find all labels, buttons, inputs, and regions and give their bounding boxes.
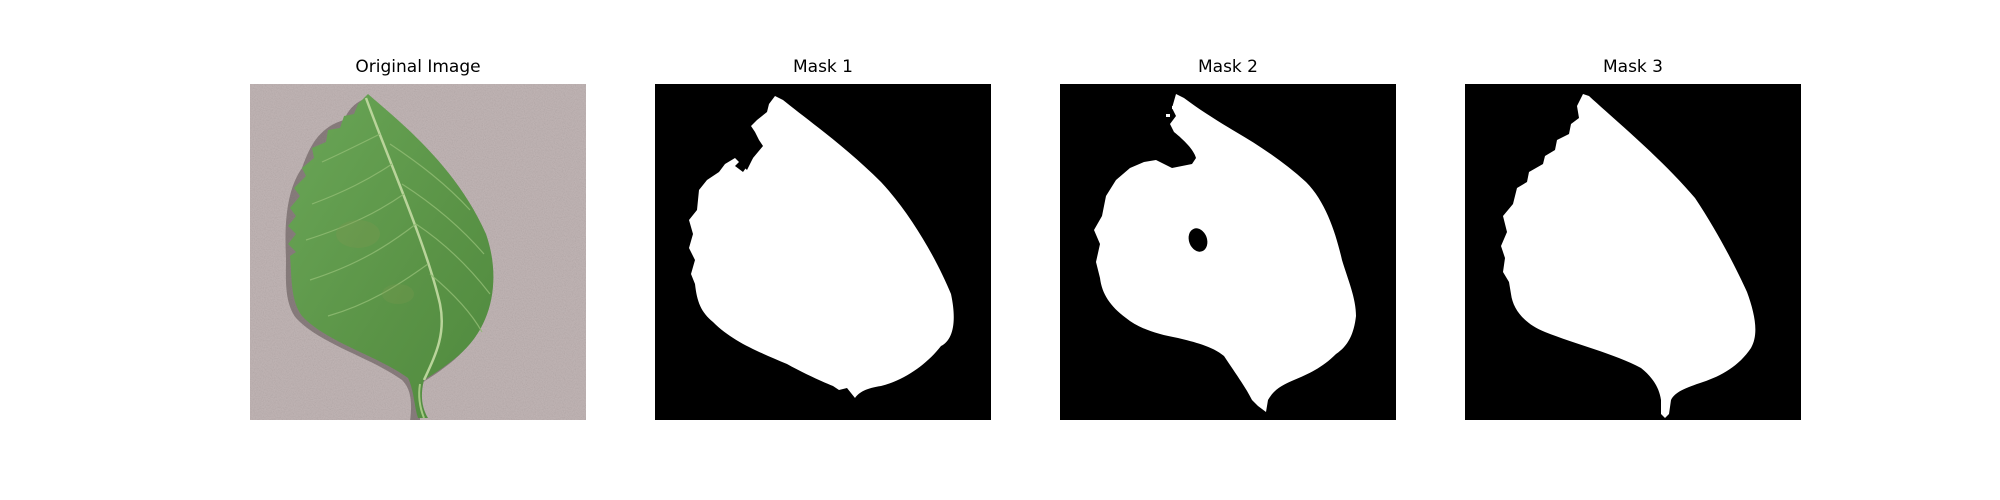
mask-hole [1188,228,1208,252]
mask-2-panel [1060,84,1396,420]
mask-3-panel [1465,84,1801,420]
mask-region [689,96,954,398]
mask-speckle [1166,114,1170,117]
panel-title-mask-1: Mask 1 [792,57,853,77]
leaf-stem [418,383,425,419]
mask-region [1094,94,1356,412]
leaf-photo [250,84,586,420]
mask-1-image [655,84,991,420]
mask-notch [735,154,753,172]
mask-2-image [1060,84,1396,420]
mask-3-image [1465,84,1801,420]
original-image-panel [250,84,586,420]
leaf-veins [305,133,491,333]
panel-title-mask-2: Mask 2 [1197,57,1258,77]
mask-notch [1154,134,1188,158]
leaf-midrib [364,97,444,381]
leaf-spot [336,220,380,248]
mask-1-panel [655,84,991,420]
panel-title-original: Original Image [355,57,481,77]
leaf-blade [288,94,494,418]
mask-speckle [1172,106,1175,109]
panel-title-mask-3: Mask 3 [1602,57,1663,77]
leaf-spot [382,284,414,304]
mask-region [1501,94,1756,418]
